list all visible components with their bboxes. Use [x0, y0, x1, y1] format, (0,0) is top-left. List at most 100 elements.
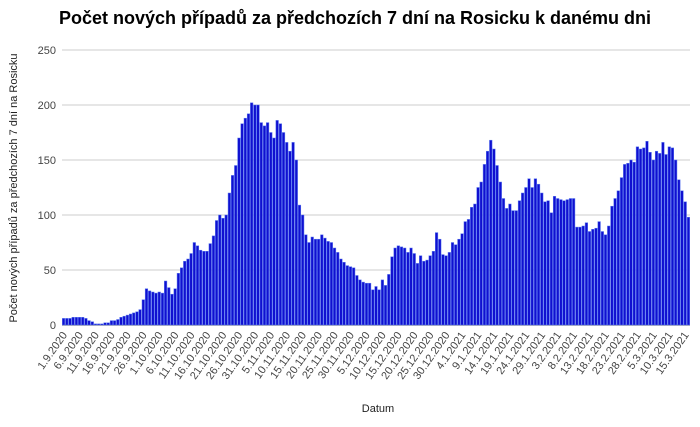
bar — [450, 242, 455, 326]
bar — [342, 262, 346, 326]
bar — [486, 150, 490, 326]
bar — [562, 200, 566, 326]
bar — [393, 247, 397, 326]
bar — [189, 253, 193, 326]
bar — [246, 113, 251, 326]
bar — [540, 192, 544, 326]
y-tick-label: 250 — [38, 45, 56, 57]
bar — [635, 146, 639, 326]
bar — [160, 292, 164, 326]
bar — [100, 323, 104, 326]
bar — [113, 320, 117, 326]
bar — [259, 122, 263, 326]
bar — [371, 289, 375, 326]
bar — [250, 102, 254, 326]
bar — [492, 148, 496, 326]
bar — [533, 178, 537, 326]
bar — [623, 164, 627, 326]
bar — [269, 132, 273, 326]
bar — [572, 198, 576, 326]
bar — [364, 282, 368, 326]
bar — [543, 201, 547, 326]
bar — [409, 247, 413, 326]
bar — [74, 317, 78, 326]
bar — [326, 241, 330, 326]
bar — [275, 120, 279, 326]
bar — [262, 125, 266, 326]
bar — [148, 290, 152, 326]
bar — [505, 208, 509, 326]
bar — [476, 187, 480, 326]
bar — [128, 313, 133, 326]
bar — [387, 274, 391, 326]
bar — [266, 122, 270, 326]
bars — [62, 102, 690, 326]
bar — [412, 253, 416, 326]
bar — [71, 317, 75, 326]
bar — [588, 231, 592, 326]
y-tick-label: 100 — [38, 210, 56, 222]
bar — [584, 222, 588, 326]
bar — [336, 252, 340, 326]
bar — [234, 165, 238, 326]
bar — [575, 226, 579, 326]
bar — [380, 279, 384, 326]
bar — [406, 252, 410, 326]
bar — [384, 285, 388, 326]
bar — [122, 315, 126, 326]
bar — [463, 221, 467, 326]
bar — [578, 226, 582, 326]
bar — [211, 235, 215, 326]
chart-title: Počet nových případů za předchozích 7 dn… — [59, 8, 651, 28]
bar — [396, 245, 400, 326]
bar — [103, 322, 107, 326]
bar — [192, 242, 196, 326]
bar — [132, 312, 136, 326]
bar — [93, 323, 98, 326]
bar — [106, 322, 110, 326]
bar — [205, 251, 209, 326]
bar — [435, 232, 439, 326]
bar — [556, 198, 560, 326]
bar — [310, 236, 314, 326]
bar — [304, 234, 308, 326]
bar — [680, 190, 684, 326]
bar — [651, 159, 655, 326]
y-tick-label: 150 — [38, 155, 56, 167]
bar — [320, 234, 324, 326]
bar — [291, 142, 295, 326]
bar — [199, 249, 203, 326]
bar — [164, 280, 168, 326]
bar — [524, 187, 528, 326]
bar — [610, 205, 614, 326]
bar — [415, 263, 419, 326]
bar — [202, 251, 206, 326]
bar — [613, 198, 617, 326]
y-tick-label: 50 — [44, 265, 56, 277]
bar — [683, 201, 687, 326]
bar — [348, 266, 353, 326]
bar — [568, 198, 573, 326]
bar — [77, 317, 82, 326]
bar — [632, 161, 636, 326]
x-axis-ticks: 1.9.20206.9.202011.9.202016.9.202021.9.2… — [36, 330, 692, 382]
bar — [597, 221, 601, 326]
bar — [97, 323, 101, 326]
bar — [431, 251, 435, 326]
bar — [294, 159, 298, 326]
bar — [686, 216, 690, 326]
bar — [307, 242, 311, 326]
bar — [151, 291, 155, 326]
bar — [173, 288, 177, 326]
bar — [227, 192, 231, 326]
bar — [607, 225, 611, 326]
bar — [215, 220, 219, 326]
bar — [62, 318, 66, 326]
bar — [176, 273, 180, 326]
bar — [333, 247, 337, 326]
bar — [285, 142, 289, 326]
bar — [603, 234, 608, 326]
bar — [240, 123, 244, 326]
y-tick-label: 0 — [50, 320, 56, 332]
bar — [457, 238, 461, 326]
